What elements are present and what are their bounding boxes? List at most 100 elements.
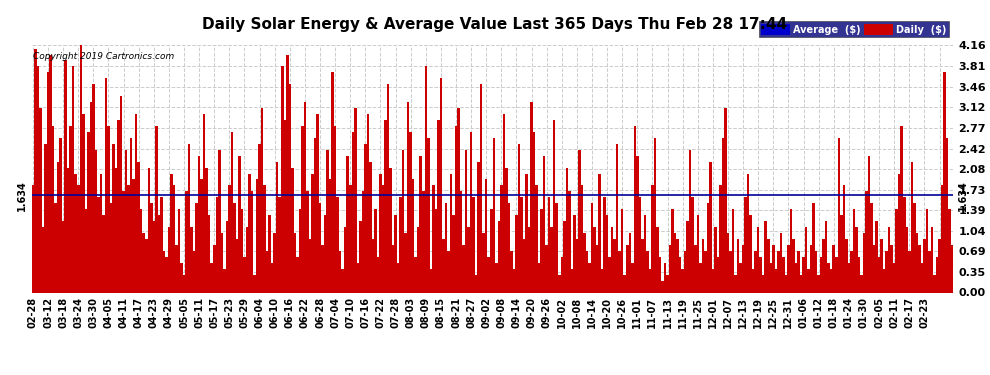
Bar — [480, 84, 482, 292]
Bar — [35, 49, 37, 292]
Bar — [699, 263, 702, 292]
Bar — [258, 144, 260, 292]
Bar — [412, 180, 415, 292]
Bar — [616, 144, 619, 292]
Bar — [475, 274, 477, 292]
Bar — [681, 269, 684, 292]
Bar — [825, 221, 828, 292]
Bar — [440, 78, 443, 292]
Bar — [286, 54, 288, 292]
Text: 1.634: 1.634 — [17, 180, 27, 211]
Bar — [430, 269, 432, 292]
Bar — [172, 185, 175, 292]
Bar — [563, 221, 565, 292]
Bar — [570, 269, 573, 292]
Bar — [359, 221, 361, 292]
Bar — [382, 185, 384, 292]
Bar — [288, 84, 291, 292]
Bar — [45, 144, 47, 292]
Bar — [379, 174, 382, 292]
Bar — [611, 227, 614, 292]
Bar — [929, 251, 931, 292]
Bar — [319, 203, 322, 292]
Bar — [394, 215, 397, 292]
Bar — [921, 263, 923, 292]
Bar — [526, 174, 528, 292]
Bar — [588, 263, 591, 292]
Bar — [327, 150, 329, 292]
Bar — [95, 150, 97, 292]
Bar — [248, 174, 250, 292]
Bar — [550, 227, 553, 292]
Bar — [162, 251, 165, 292]
Bar — [195, 203, 198, 292]
Bar — [862, 233, 865, 292]
Bar — [296, 257, 299, 292]
Bar — [533, 132, 536, 292]
Bar — [42, 227, 45, 292]
Text: Copyright 2019 Cartronics.com: Copyright 2019 Cartronics.com — [33, 53, 174, 62]
Bar — [263, 185, 266, 292]
Bar — [850, 251, 852, 292]
Bar — [346, 156, 349, 292]
Bar — [130, 138, 133, 292]
Bar — [883, 269, 885, 292]
Bar — [621, 209, 624, 292]
Bar — [304, 102, 306, 292]
Bar — [648, 269, 651, 292]
Bar — [671, 209, 674, 292]
Bar — [485, 180, 487, 292]
Bar — [936, 257, 939, 292]
Bar — [148, 168, 150, 292]
Bar — [273, 233, 276, 292]
Bar — [366, 114, 369, 292]
Bar — [742, 245, 744, 292]
Bar — [117, 120, 120, 292]
Bar — [815, 251, 818, 292]
Bar — [520, 197, 523, 292]
Bar — [545, 245, 547, 292]
Bar — [568, 191, 570, 292]
Bar — [676, 239, 679, 292]
Bar — [945, 138, 948, 292]
Bar — [893, 263, 895, 292]
Bar — [609, 257, 611, 292]
Bar — [185, 191, 188, 292]
Bar — [445, 203, 447, 292]
Bar — [813, 203, 815, 292]
Bar — [795, 263, 797, 292]
Bar — [663, 263, 666, 292]
Bar — [231, 132, 233, 292]
Bar — [351, 132, 354, 292]
Bar — [752, 269, 754, 292]
Bar — [226, 221, 228, 292]
Bar — [133, 180, 135, 292]
Bar — [32, 185, 35, 292]
Bar — [155, 126, 157, 292]
Bar — [885, 251, 888, 292]
Bar — [228, 185, 231, 292]
Bar — [110, 203, 112, 292]
Bar — [575, 239, 578, 292]
Bar — [50, 54, 51, 292]
Bar — [218, 150, 221, 292]
Bar — [918, 245, 921, 292]
Bar — [560, 257, 563, 292]
Bar — [344, 227, 346, 292]
Bar — [107, 126, 110, 292]
Bar — [833, 245, 835, 292]
Bar — [233, 203, 236, 292]
Bar — [704, 251, 707, 292]
Bar — [271, 263, 273, 292]
Bar — [324, 215, 327, 292]
Bar — [447, 251, 449, 292]
Bar — [626, 245, 629, 292]
Bar — [732, 209, 735, 292]
Bar — [792, 239, 795, 292]
Bar — [454, 126, 457, 292]
Bar — [216, 197, 218, 292]
Bar — [553, 120, 555, 292]
Bar — [510, 251, 513, 292]
Bar — [782, 257, 785, 292]
Bar — [855, 227, 857, 292]
